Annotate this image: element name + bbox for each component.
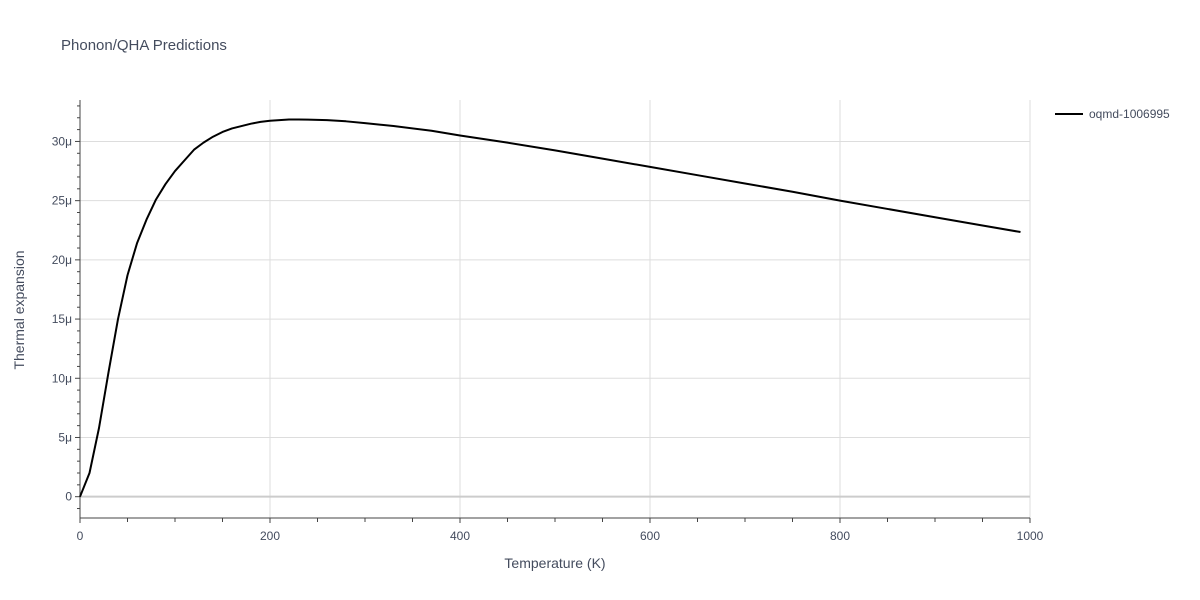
legend-label: oqmd-1006995 bbox=[1089, 107, 1170, 121]
y-tick-label: 30μ bbox=[52, 134, 72, 148]
y-axis-title: Thermal expansion bbox=[11, 250, 27, 369]
series-line bbox=[79, 118, 1021, 498]
y-tick-label: 20μ bbox=[52, 253, 72, 267]
y-tick-label: 10μ bbox=[52, 371, 72, 385]
y-tick-label: 5μ bbox=[58, 430, 72, 444]
axes bbox=[79, 100, 1030, 519]
x-axis-title: Temperature (K) bbox=[504, 555, 605, 571]
series-group bbox=[79, 118, 1021, 498]
x-tick-label: 200 bbox=[260, 529, 280, 543]
x-tick-label: 600 bbox=[640, 529, 660, 543]
legend[interactable]: oqmd-1006995 bbox=[1055, 107, 1170, 121]
y-tick-label: 25μ bbox=[52, 194, 72, 208]
x-tick-label: 800 bbox=[830, 529, 850, 543]
grid bbox=[80, 100, 1031, 518]
x-tick-label: 0 bbox=[77, 529, 84, 543]
chart-title: Phonon/QHA Predictions bbox=[61, 37, 227, 54]
x-axis-ticks: 0 200 400 600 800 1000 bbox=[77, 518, 1044, 543]
x-tick-label: 1000 bbox=[1017, 529, 1044, 543]
y-tick-label: 0 bbox=[65, 490, 72, 504]
y-axis-ticks: 0 5μ 10μ 15μ 20μ 25μ 30μ bbox=[52, 105, 80, 510]
x-tick-label: 400 bbox=[450, 529, 470, 543]
y-tick-label: 15μ bbox=[52, 312, 72, 326]
